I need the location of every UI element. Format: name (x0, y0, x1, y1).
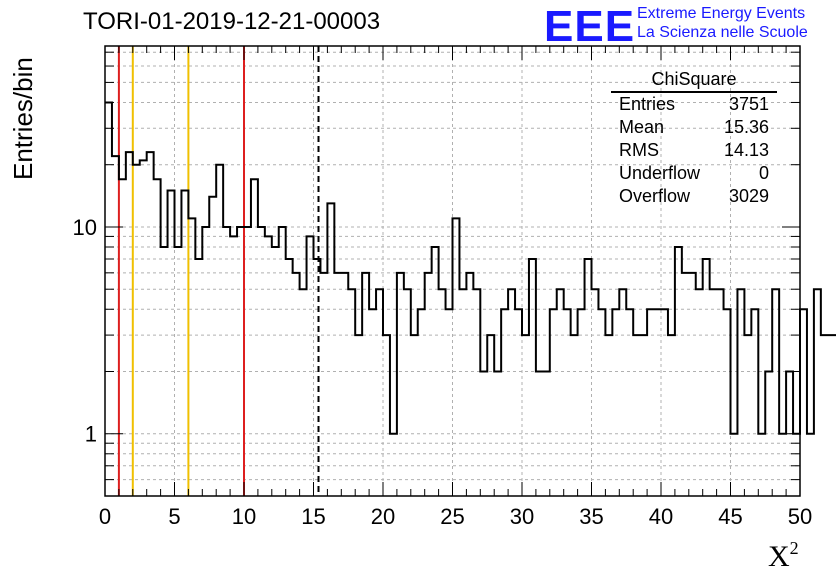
stats-row: Mean 15.36 (611, 116, 777, 139)
stats-value: 15.36 (723, 117, 769, 137)
plot-title: TORI-01-2019-12-21-00003 (83, 8, 381, 35)
x-tick-label: 10 (232, 504, 256, 529)
stats-box: ChiSquare Entries 3751 Mean 15.36 RMS 14.13… (611, 67, 777, 208)
x-tick-label: 15 (301, 504, 325, 529)
x-tick-label: 30 (510, 504, 534, 529)
reference-lines (117, 46, 320, 496)
logo-line-1: Extreme Energy Events (637, 5, 806, 22)
x-tick-label: 40 (649, 504, 673, 529)
logo-line-2: La Scienza nelle Scuole (637, 24, 808, 41)
x-tick-label: 50 (788, 504, 812, 529)
stats-label: Mean (619, 117, 665, 137)
stats-row: Underflow 0 (611, 162, 777, 185)
y-axis: 1 10 (73, 51, 800, 497)
stats-title: ChiSquare (651, 69, 737, 89)
stats-label: Entries (619, 94, 676, 114)
eee-logo-text: Extreme Energy Events La Scienza nelle S… (637, 4, 808, 42)
x-tick-label: 45 (718, 504, 742, 529)
stats-label: Underflow (619, 163, 701, 183)
x-axis-label: X2 (768, 538, 799, 574)
stats-value: 0 (758, 163, 769, 183)
stats-row: RMS 14.13 (611, 139, 777, 162)
x-axis-label-base: X (768, 540, 790, 573)
stats-row: Overflow 3029 (611, 185, 777, 208)
eee-logo-mark: EEE (544, 2, 636, 51)
x-tick-label: 5 (168, 504, 180, 529)
y-axis-label: Entries/bin (8, 57, 38, 180)
stats-row: Entries 3751 (611, 93, 777, 116)
x-axis: 0 5 10 15 20 25 30 35 40 45 50 (99, 46, 812, 529)
y-tick-label: 10 (73, 215, 97, 240)
stats-divider (611, 91, 777, 93)
x-tick-label: 25 (440, 504, 464, 529)
stats-value: 3751 (728, 94, 769, 114)
x-tick-label: 20 (371, 504, 395, 529)
histogram-series (105, 101, 836, 435)
stats-label: Overflow (619, 186, 691, 206)
x-axis-label-superscript: 2 (789, 538, 799, 558)
x-tick-label: 0 (99, 504, 111, 529)
stats-label: RMS (619, 140, 659, 160)
y-tick-label: 1 (85, 422, 97, 447)
stats-value: 3029 (728, 186, 769, 206)
x-tick-label: 35 (579, 504, 603, 529)
stats-value: 14.13 (723, 140, 769, 160)
